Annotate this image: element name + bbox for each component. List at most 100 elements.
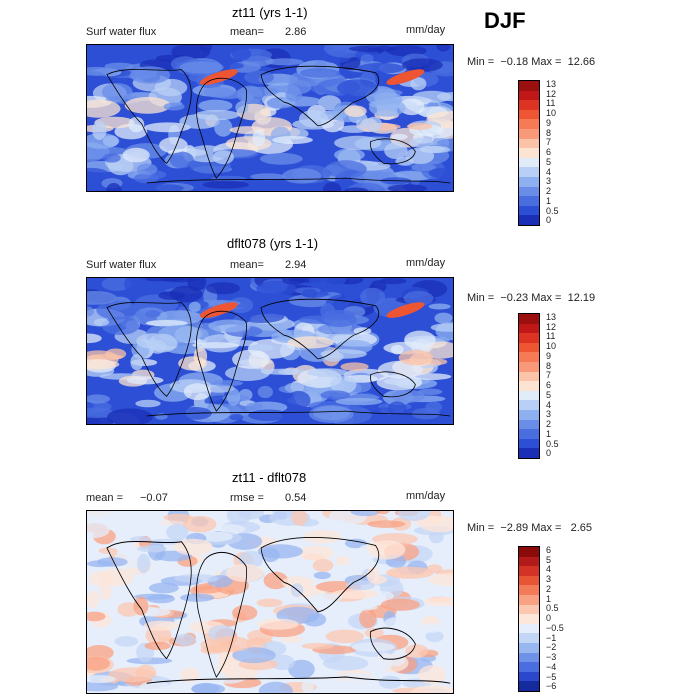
field-blob	[282, 168, 322, 184]
field-blob	[436, 45, 451, 52]
field-blob	[154, 78, 188, 97]
field-blob	[252, 129, 266, 147]
field-blob	[133, 596, 149, 616]
colorbar-swatch	[519, 81, 539, 91]
coastline	[146, 177, 451, 184]
field-blob	[210, 175, 247, 182]
coastline	[146, 410, 451, 417]
colorbar-swatch	[519, 323, 539, 334]
panel-title: dflt078 (yrs 1-1)	[227, 236, 319, 251]
minmax-readout: Min = −2.89 Max = 2.65	[467, 522, 593, 534]
colorbar-swatch	[519, 429, 539, 439]
coastline	[106, 302, 192, 397]
colorbar-swatch	[519, 662, 539, 672]
colorbar-swatch	[519, 186, 539, 197]
field-blob	[112, 523, 132, 531]
colorbar-tick-label: 0.5	[546, 603, 559, 614]
field-blob	[301, 289, 318, 298]
field-blob	[114, 511, 141, 522]
colorbar-tick-label: 8	[546, 127, 552, 138]
colorbar-tick-label: 3	[546, 176, 552, 187]
field-blob	[257, 618, 299, 630]
colorbar-tick-label: 5	[546, 389, 552, 400]
colorbar-tick-label: 3	[546, 574, 552, 585]
colorbar-swatch	[519, 157, 539, 168]
field-blob	[168, 673, 182, 681]
field-blob	[128, 116, 145, 133]
colorbar-swatch	[519, 575, 539, 586]
colorbar-swatch	[519, 361, 539, 372]
field-blob	[87, 394, 110, 404]
field-blob	[402, 58, 443, 72]
field-blob	[150, 184, 184, 191]
field-blob	[320, 303, 336, 319]
colorbar-tick-label: 6	[546, 380, 552, 391]
field-blob	[398, 350, 434, 366]
field-blob	[260, 368, 308, 375]
colorbar-swatch	[519, 671, 539, 682]
map-panel	[86, 277, 454, 425]
field-blob	[301, 642, 334, 650]
field-blob	[325, 629, 365, 644]
field-blob	[359, 608, 377, 629]
field-blob	[87, 611, 106, 622]
field-blob	[282, 278, 306, 285]
colorbar-swatch	[519, 138, 539, 149]
field-blob	[88, 354, 123, 361]
field-blob	[319, 278, 347, 288]
colorbar-tick-label: 0.5	[546, 205, 559, 216]
field-blob	[193, 585, 222, 594]
colorbar-swatch	[519, 642, 539, 653]
colorbar-tick-label: 7	[546, 137, 552, 148]
colorbar-swatch	[519, 205, 539, 216]
field-blob	[391, 389, 425, 403]
field-blob	[391, 344, 404, 355]
field-blob	[235, 101, 249, 114]
field-blob	[99, 583, 112, 601]
field-blob	[87, 591, 99, 609]
colorbar-swatch	[519, 547, 539, 557]
field-blob	[378, 675, 402, 689]
field-blob	[344, 187, 368, 191]
mean-value: −0.07	[140, 492, 168, 504]
field-blob	[375, 407, 395, 415]
field-blob	[192, 342, 240, 349]
colorbar-tick-label: 13	[546, 79, 557, 89]
field-blob	[306, 368, 349, 377]
field-blob	[320, 390, 351, 400]
field-plot	[87, 278, 453, 424]
field-blob	[317, 323, 364, 336]
field-blob	[232, 605, 258, 621]
field-blob	[410, 685, 453, 693]
colorbar-swatch	[519, 128, 539, 139]
coastline	[260, 298, 380, 360]
field-blob	[357, 62, 405, 74]
field-blob	[174, 574, 218, 583]
mean-value: 2.86	[285, 26, 307, 38]
field-blob	[198, 99, 233, 112]
colorbar-tick-label: −4	[546, 661, 557, 672]
field-blob	[87, 675, 116, 684]
field-blob	[432, 552, 453, 564]
field-blob	[360, 287, 386, 306]
units-label: mm/day	[406, 257, 446, 269]
field-blob	[238, 511, 264, 520]
field-blob	[138, 680, 171, 693]
colorbar-tick-label: 7	[546, 370, 552, 381]
field-blob	[295, 560, 317, 578]
field-blob	[314, 60, 327, 71]
field-label: Surf water flux	[86, 26, 157, 38]
colorbar-tick-label: 1	[546, 593, 552, 604]
field-blob	[364, 628, 384, 638]
field-blob	[336, 79, 379, 97]
field-blob	[106, 408, 153, 424]
field-blob	[281, 576, 314, 589]
colorbar-tick-label: 2	[546, 583, 552, 594]
colorbar-swatch	[519, 623, 539, 634]
field-blob	[226, 387, 241, 406]
coastline	[196, 552, 247, 678]
field-blob	[428, 573, 453, 587]
map-panel	[86, 44, 454, 192]
field-blob	[203, 87, 235, 98]
field-blob	[434, 312, 453, 324]
